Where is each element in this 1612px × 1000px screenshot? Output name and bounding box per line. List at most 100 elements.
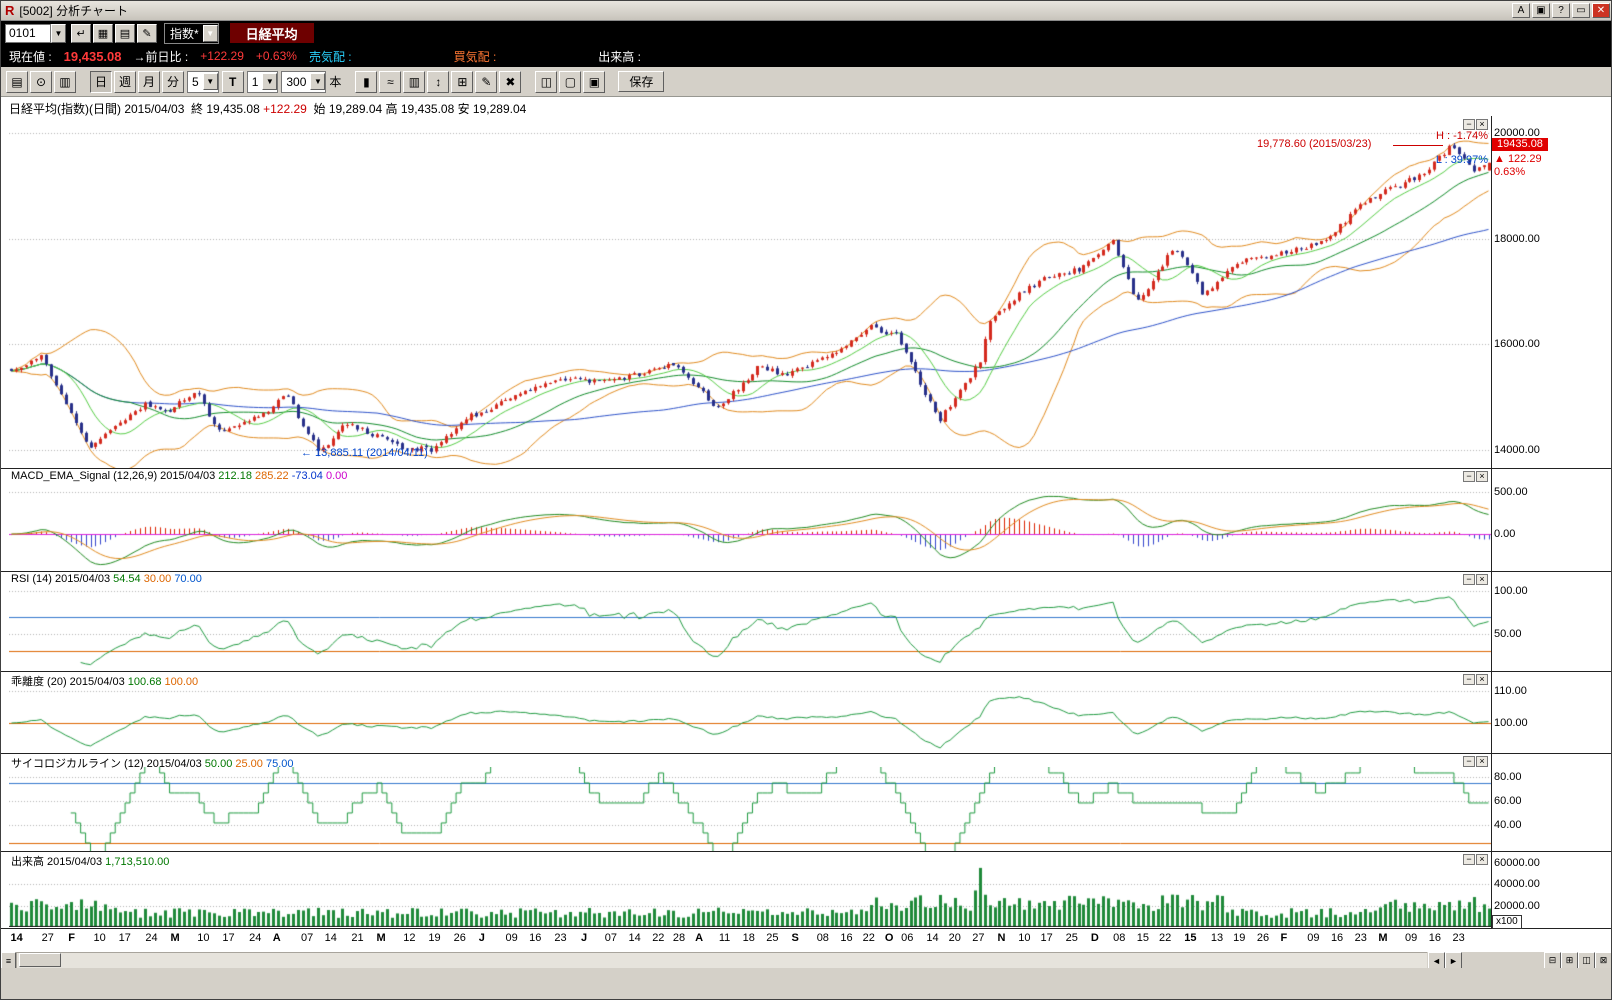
new-page-button[interactable]: ▢ [559, 70, 582, 93]
bar-type-button[interactable]: ▥ [403, 70, 426, 93]
market-select[interactable]: 指数* ▼ [164, 22, 219, 44]
period-minute-button[interactable]: 分 [162, 70, 184, 93]
board-button[interactable]: ▦ [93, 23, 113, 43]
duplicate-window-button[interactable]: ▣ [1532, 3, 1550, 18]
strip-minimize-button[interactable]: ⊟ [1544, 952, 1561, 969]
scrollbar-grip[interactable]: ≡ [1, 952, 16, 969]
title-bar: R [5002] 分析チャート A ▣? ▭ ✕ [1, 1, 1611, 21]
scrollbar-thumb[interactable] [19, 953, 61, 967]
x-axis-label: A [695, 932, 704, 944]
last-price-badge: 19435.08 [1492, 138, 1548, 151]
bars-unit-label: 本 [329, 75, 342, 89]
close-button[interactable]: ✕ [1592, 3, 1610, 18]
chevron-down-icon[interactable]: ▼ [262, 73, 278, 90]
macd-chart-canvas[interactable] [9, 482, 1491, 571]
x-axis-label: 14 [324, 932, 337, 944]
print-button[interactable]: ▤ [6, 70, 28, 93]
panel-close-button[interactable]: × [1476, 756, 1488, 767]
list-button[interactable]: ▤ [115, 23, 135, 43]
panel-separator [1, 753, 1611, 754]
font-size-button[interactable]: A [1512, 3, 1530, 18]
maximize-button[interactable]: ▭ [1572, 3, 1590, 18]
volume-chart-canvas[interactable] [9, 865, 1491, 927]
strip-tile-button[interactable]: ⊞ [1561, 952, 1578, 969]
header-segment: 100.00 [164, 676, 199, 688]
scroll-right-button[interactable]: ► [1445, 952, 1462, 969]
tick-chart-button[interactable]: T [221, 70, 244, 93]
panel-minimize-button[interactable]: − [1463, 119, 1475, 130]
chevron-down-icon[interactable]: ▼ [202, 24, 218, 42]
line-type-button[interactable]: ≈ [379, 70, 402, 93]
minute-select[interactable]: 5 ▼ [187, 70, 219, 93]
x-axis-label: 16 [1428, 932, 1441, 944]
x-axis-label: 06 [901, 932, 914, 944]
deviation-panel-header: 乖離度 (20) 2015/04/03 100.68 100.00 [11, 673, 199, 688]
x-axis-label: 20 [948, 932, 961, 944]
interval-select[interactable]: 1 ▼ [246, 70, 279, 93]
x-axis-label: 14 [628, 932, 641, 944]
panel-close-button[interactable]: × [1476, 854, 1488, 865]
code-dropdown-arrow-icon[interactable]: ▼ [51, 23, 66, 43]
draw-button[interactable]: ✎ [475, 70, 498, 93]
panel-minimize-button[interactable]: − [1463, 471, 1475, 482]
deviation-chart-canvas[interactable] [9, 685, 1491, 753]
edit-button[interactable]: ✎ [137, 23, 157, 43]
strip-close-button[interactable]: ⊠ [1595, 952, 1611, 969]
y-axis-tick: 40000.00 [1494, 878, 1540, 891]
chevron-down-icon[interactable]: ▼ [202, 73, 218, 90]
x-axis-label: 23 [1354, 932, 1367, 944]
layout-button[interactable]: ◫ [535, 70, 558, 93]
panel-minimize-button[interactable]: − [1463, 674, 1475, 685]
settings-button[interactable]: ▥ [54, 70, 76, 93]
erase-button[interactable]: ✖ [499, 70, 522, 93]
header-segment: 212.18 [218, 470, 255, 482]
x-axis-label: 22 [1159, 932, 1172, 944]
period-day-button[interactable]: 日 [90, 70, 112, 93]
y-axis-tick: 14000.00 [1494, 444, 1540, 457]
bars-count-select[interactable]: 300 ▼ [281, 70, 327, 93]
x-axis-label: 18 [742, 932, 755, 944]
enter-symbol-button[interactable]: ↵ [71, 23, 91, 43]
change-value: +122.29 [200, 49, 244, 63]
candle-type-button[interactable]: ▮ [355, 70, 378, 93]
panel-minimize-button[interactable]: − [1463, 756, 1475, 767]
price-chart-canvas[interactable] [9, 116, 1491, 468]
y-axis-line [1491, 116, 1492, 928]
panel-close-button[interactable]: × [1476, 471, 1488, 482]
zoom-button[interactable]: ⊙ [30, 70, 52, 93]
chevron-down-icon[interactable]: ▼ [310, 73, 326, 90]
y-axis-tick: 500.00 [1494, 486, 1528, 499]
help-button[interactable]: ? [1552, 3, 1570, 18]
header-segment: 25.00 [235, 758, 266, 770]
panel-close-button[interactable]: × [1476, 674, 1488, 685]
minute-select-value: 5 [192, 74, 199, 89]
rsi-chart-canvas[interactable] [9, 585, 1491, 671]
highlow-type-button[interactable]: ↕ [427, 70, 450, 93]
scrollbar-track[interactable] [16, 952, 1427, 969]
psychological-chart-canvas[interactable] [9, 767, 1491, 851]
x-axis-label: M [170, 932, 180, 944]
symbol-code-input[interactable] [5, 23, 51, 43]
scroll-left-button[interactable]: ◄ [1428, 952, 1445, 969]
period-month-button[interactable]: 月 [138, 70, 160, 93]
x-axis-label: 22 [652, 932, 665, 944]
grid-toggle-button[interactable]: ⊞ [451, 70, 474, 93]
strip-cascade-button[interactable]: ◫ [1578, 952, 1595, 969]
panel-close-button[interactable]: × [1476, 119, 1488, 130]
y-axis-tick: 80.00 [1494, 770, 1522, 783]
save-button[interactable]: 保存 [618, 71, 665, 92]
x-axis-label: 15 [1136, 932, 1150, 944]
macd-panel-header: MACD_EMA_Signal (12,26,9) 2015/04/03 212… [11, 470, 347, 483]
symbol-icon-buttons: ↵ ▦ ▤ ✎ [71, 23, 157, 43]
y-axis-tick: 100.00 [1494, 585, 1528, 598]
x-axis-label: 24 [249, 932, 262, 944]
panel-minimize-button[interactable]: − [1463, 854, 1475, 865]
copy-page-button[interactable]: ▣ [583, 70, 606, 93]
panel-close-button[interactable]: × [1476, 574, 1488, 585]
period-week-button[interactable]: 週 [114, 70, 136, 93]
high-percent-label: H : -1.74% [1436, 130, 1488, 142]
chart-scrollbar: ≡ ◄ ► ⊟ ⊞ ◫ ⊠ [1, 951, 1611, 969]
y-axis-tick: 60000.00 [1494, 856, 1540, 869]
panel-minimize-button[interactable]: − [1463, 574, 1475, 585]
x-axis-label: 19 [1233, 932, 1246, 944]
